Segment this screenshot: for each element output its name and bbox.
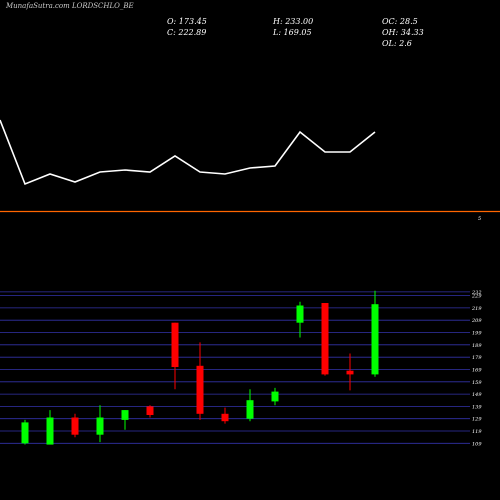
- y-tick-label: 169: [472, 368, 482, 374]
- candle: [121, 410, 129, 430]
- candle: [21, 419, 29, 445]
- y-tick-label: 179: [472, 355, 482, 361]
- candle: [46, 410, 54, 445]
- candle-body: [71, 417, 79, 435]
- candle-body: [346, 370, 354, 375]
- candle-body: [371, 304, 379, 375]
- candlestick-series: [21, 290, 379, 445]
- candle: [96, 405, 104, 443]
- gridlines: [0, 291, 470, 444]
- candle-body: [196, 365, 204, 414]
- y-tick-label: 119: [472, 429, 482, 435]
- high-value: H: 233.00: [273, 17, 314, 26]
- candle: [146, 405, 154, 418]
- y-tick-label: 229: [471, 294, 482, 300]
- candle-body: [171, 322, 179, 367]
- candle: [196, 342, 204, 420]
- candle-body: [21, 422, 29, 444]
- y-tick-label: 139: [472, 404, 482, 410]
- candle-body: [46, 417, 54, 445]
- candle: [221, 407, 229, 424]
- candle: [346, 353, 354, 391]
- candle: [71, 413, 79, 438]
- candle-body: [221, 413, 229, 422]
- candle: [171, 322, 179, 390]
- candle: [371, 290, 379, 377]
- y-tick-label: 129: [472, 417, 482, 423]
- y-tick-label: 109: [472, 441, 482, 447]
- chart-title: MunafaSutra.com LORDSCHLO_BE: [5, 2, 134, 10]
- candle-body: [296, 305, 304, 323]
- candle: [321, 303, 329, 376]
- candle-body: [96, 417, 104, 435]
- oc-value: OC: 28.5: [382, 17, 418, 26]
- candle: [296, 301, 304, 338]
- candle-body: [246, 400, 254, 419]
- y-tick-label: 219: [471, 306, 482, 312]
- y-tick-labels: 109 119 129 139 149 159 169 179 189 199 209 219 2292…: [471, 290, 482, 447]
- low-value: L: 169.05: [273, 28, 312, 37]
- candle: [271, 387, 279, 406]
- candle-body: [271, 391, 279, 402]
- candle-body: [121, 410, 129, 420]
- line-axis-label: 5: [478, 216, 481, 222]
- price-line-series: [0, 119, 376, 186]
- y-tick-label: 199: [472, 331, 482, 337]
- ol-value: OL: 2.6: [382, 39, 412, 48]
- candle-body: [321, 303, 329, 375]
- y-tick-label: 209: [471, 318, 482, 324]
- oh-value: OH: 34.33: [382, 28, 424, 37]
- y-tick-label: 159: [472, 380, 482, 386]
- y-tick-label: 232: [471, 290, 482, 296]
- open-value: O: 173.45: [167, 17, 207, 26]
- close-value: C: 222.89: [167, 28, 207, 37]
- candle: [246, 389, 254, 422]
- y-tick-label: 189: [472, 343, 482, 349]
- y-tick-label: 149: [472, 392, 482, 398]
- candle-body: [146, 406, 154, 415]
